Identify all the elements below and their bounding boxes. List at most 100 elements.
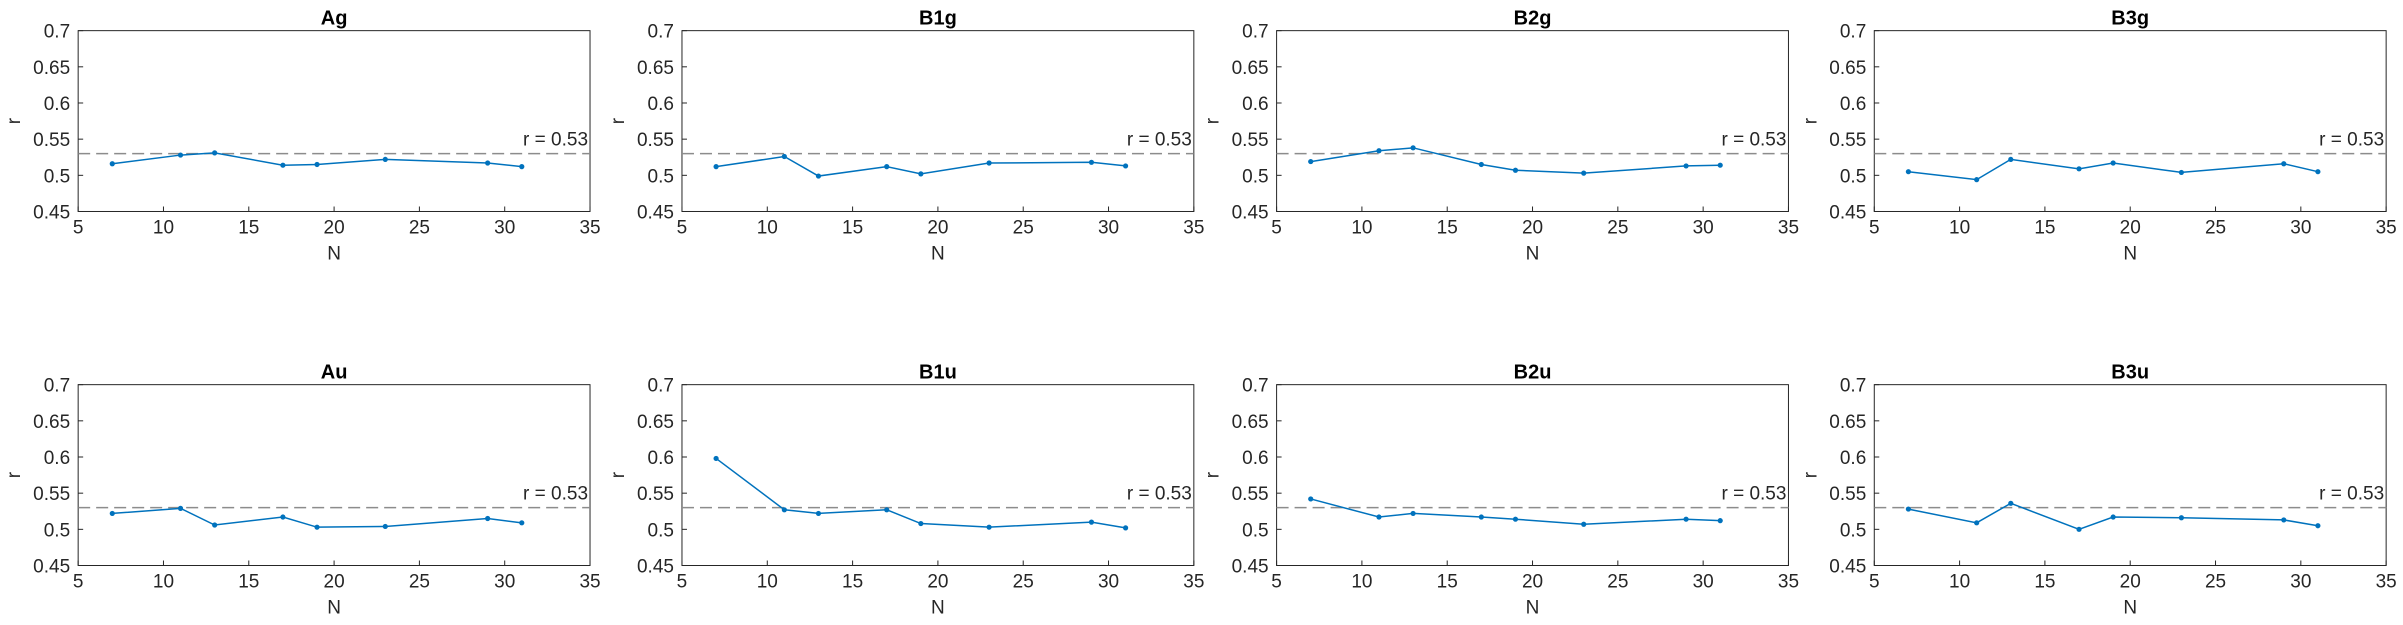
y-tick-label: 0.6 [44, 94, 70, 115]
x-tick-label: 30 [1693, 572, 1714, 593]
y-tick-label: 0.6 [44, 448, 70, 469]
y-tick-label: 0.65 [33, 58, 70, 79]
data-line [715, 457, 1126, 529]
data-point [884, 507, 890, 513]
data-point [314, 524, 320, 530]
reference-annotation: r = 0.53 [2319, 484, 2384, 505]
data-point [1478, 161, 1484, 168]
x-tick-label: 25 [2205, 217, 2226, 238]
axes-box [1873, 384, 2387, 567]
x-axis-label: N [327, 598, 341, 619]
data-point [1974, 177, 1980, 183]
x-tick-label: 10 [757, 572, 778, 593]
x-tick-label: 10 [153, 217, 174, 238]
data-point [1512, 516, 1519, 522]
data-point [1376, 514, 1382, 520]
data-point [1088, 519, 1095, 525]
x-tick-label: 20 [324, 217, 345, 238]
x-tick-label: 15 [238, 572, 259, 593]
y-axis-label: r [4, 471, 25, 478]
data-point [2076, 166, 2082, 172]
y-tick-label: 0.5 [44, 520, 70, 541]
x-tick-label: 35 [1778, 217, 1799, 238]
x-tick-label: 35 [579, 572, 600, 593]
x-tick-label: 25 [409, 217, 430, 238]
data-point [1581, 170, 1587, 176]
data-line [1908, 502, 2319, 531]
data-point [2281, 161, 2287, 167]
axes-box [681, 30, 1195, 212]
data-point [1478, 514, 1484, 520]
data-point [1376, 148, 1382, 154]
x-axis-label: N [2123, 243, 2137, 264]
y-tick-label: 0.65 [1232, 58, 1269, 79]
data-point [212, 150, 218, 156]
axes-box [77, 30, 591, 212]
data-point [2315, 523, 2321, 529]
reference-annotation: r = 0.53 [1127, 130, 1192, 151]
x-tick-label: 30 [1693, 217, 1714, 238]
data-point [2110, 160, 2116, 166]
y-tick-label: 0.65 [1232, 412, 1269, 433]
x-tick-label: 5 [73, 572, 84, 593]
y-tick-label: 0.55 [637, 130, 674, 151]
y-tick-label: 0.45 [1232, 202, 1269, 223]
x-tick-label: 25 [1013, 217, 1034, 238]
x-tick-label: 35 [2376, 572, 2397, 593]
y-axis-label: r [1203, 471, 1224, 478]
x-tick-label: 30 [494, 572, 515, 593]
y-tick-label: 0.7 [648, 376, 674, 397]
data-point [280, 162, 286, 168]
reference-annotation: r = 0.53 [2319, 130, 2384, 151]
y-tick-label: 0.6 [648, 94, 674, 115]
y-tick-label: 0.6 [648, 448, 674, 469]
x-tick-label: 35 [1778, 572, 1799, 593]
data-point [1410, 145, 1416, 151]
x-tick-label: 20 [324, 572, 345, 593]
x-tick-label: 20 [927, 217, 948, 238]
x-tick-label: 25 [2205, 572, 2226, 593]
y-tick-label: 0.5 [1242, 166, 1268, 187]
x-tick-label: 15 [2034, 572, 2055, 593]
data-point [1512, 167, 1519, 173]
y-tick-label: 0.55 [1232, 484, 1269, 505]
y-tick-label: 0.45 [33, 202, 70, 223]
data-point [713, 164, 719, 170]
y-tick-label: 0.6 [1242, 94, 1268, 115]
data-point [884, 164, 890, 170]
x-tick-label: 5 [1869, 572, 1880, 593]
x-tick-label: 5 [1271, 572, 1282, 593]
y-tick-label: 0.7 [1242, 376, 1268, 397]
reference-annotation: r = 0.53 [523, 484, 588, 505]
data-point [1581, 521, 1587, 527]
x-tick-label: 5 [1271, 217, 1282, 238]
data-point [519, 164, 525, 170]
x-tick-label: 30 [2290, 217, 2311, 238]
axes-box [681, 384, 1195, 567]
y-tick-label: 0.65 [33, 412, 70, 433]
x-axis-label: N [2123, 598, 2137, 619]
y-tick-label: 0.5 [1840, 520, 1866, 541]
data-point [2008, 500, 2014, 506]
data-point [1717, 518, 1723, 524]
data-point [1088, 159, 1095, 165]
data-point [2281, 517, 2287, 523]
y-tick-label: 0.45 [1829, 202, 1866, 223]
y-tick-label: 0.7 [44, 376, 70, 397]
y-tick-label: 0.65 [1829, 412, 1866, 433]
data-point [2110, 514, 2116, 520]
data-point [2178, 515, 2184, 521]
x-tick-label: 35 [1183, 217, 1204, 238]
x-tick-label: 25 [409, 572, 430, 593]
data-line [715, 155, 1126, 177]
y-axis-label: r [608, 117, 629, 124]
data-point [2178, 169, 2184, 176]
x-tick-label: 15 [2034, 217, 2055, 238]
data-point [1905, 169, 1912, 175]
y-tick-label: 0.6 [1242, 448, 1268, 469]
x-tick-label: 30 [1098, 572, 1119, 593]
y-tick-label: 0.45 [637, 202, 674, 223]
y-tick-label: 0.45 [637, 557, 674, 578]
data-point [314, 161, 320, 168]
